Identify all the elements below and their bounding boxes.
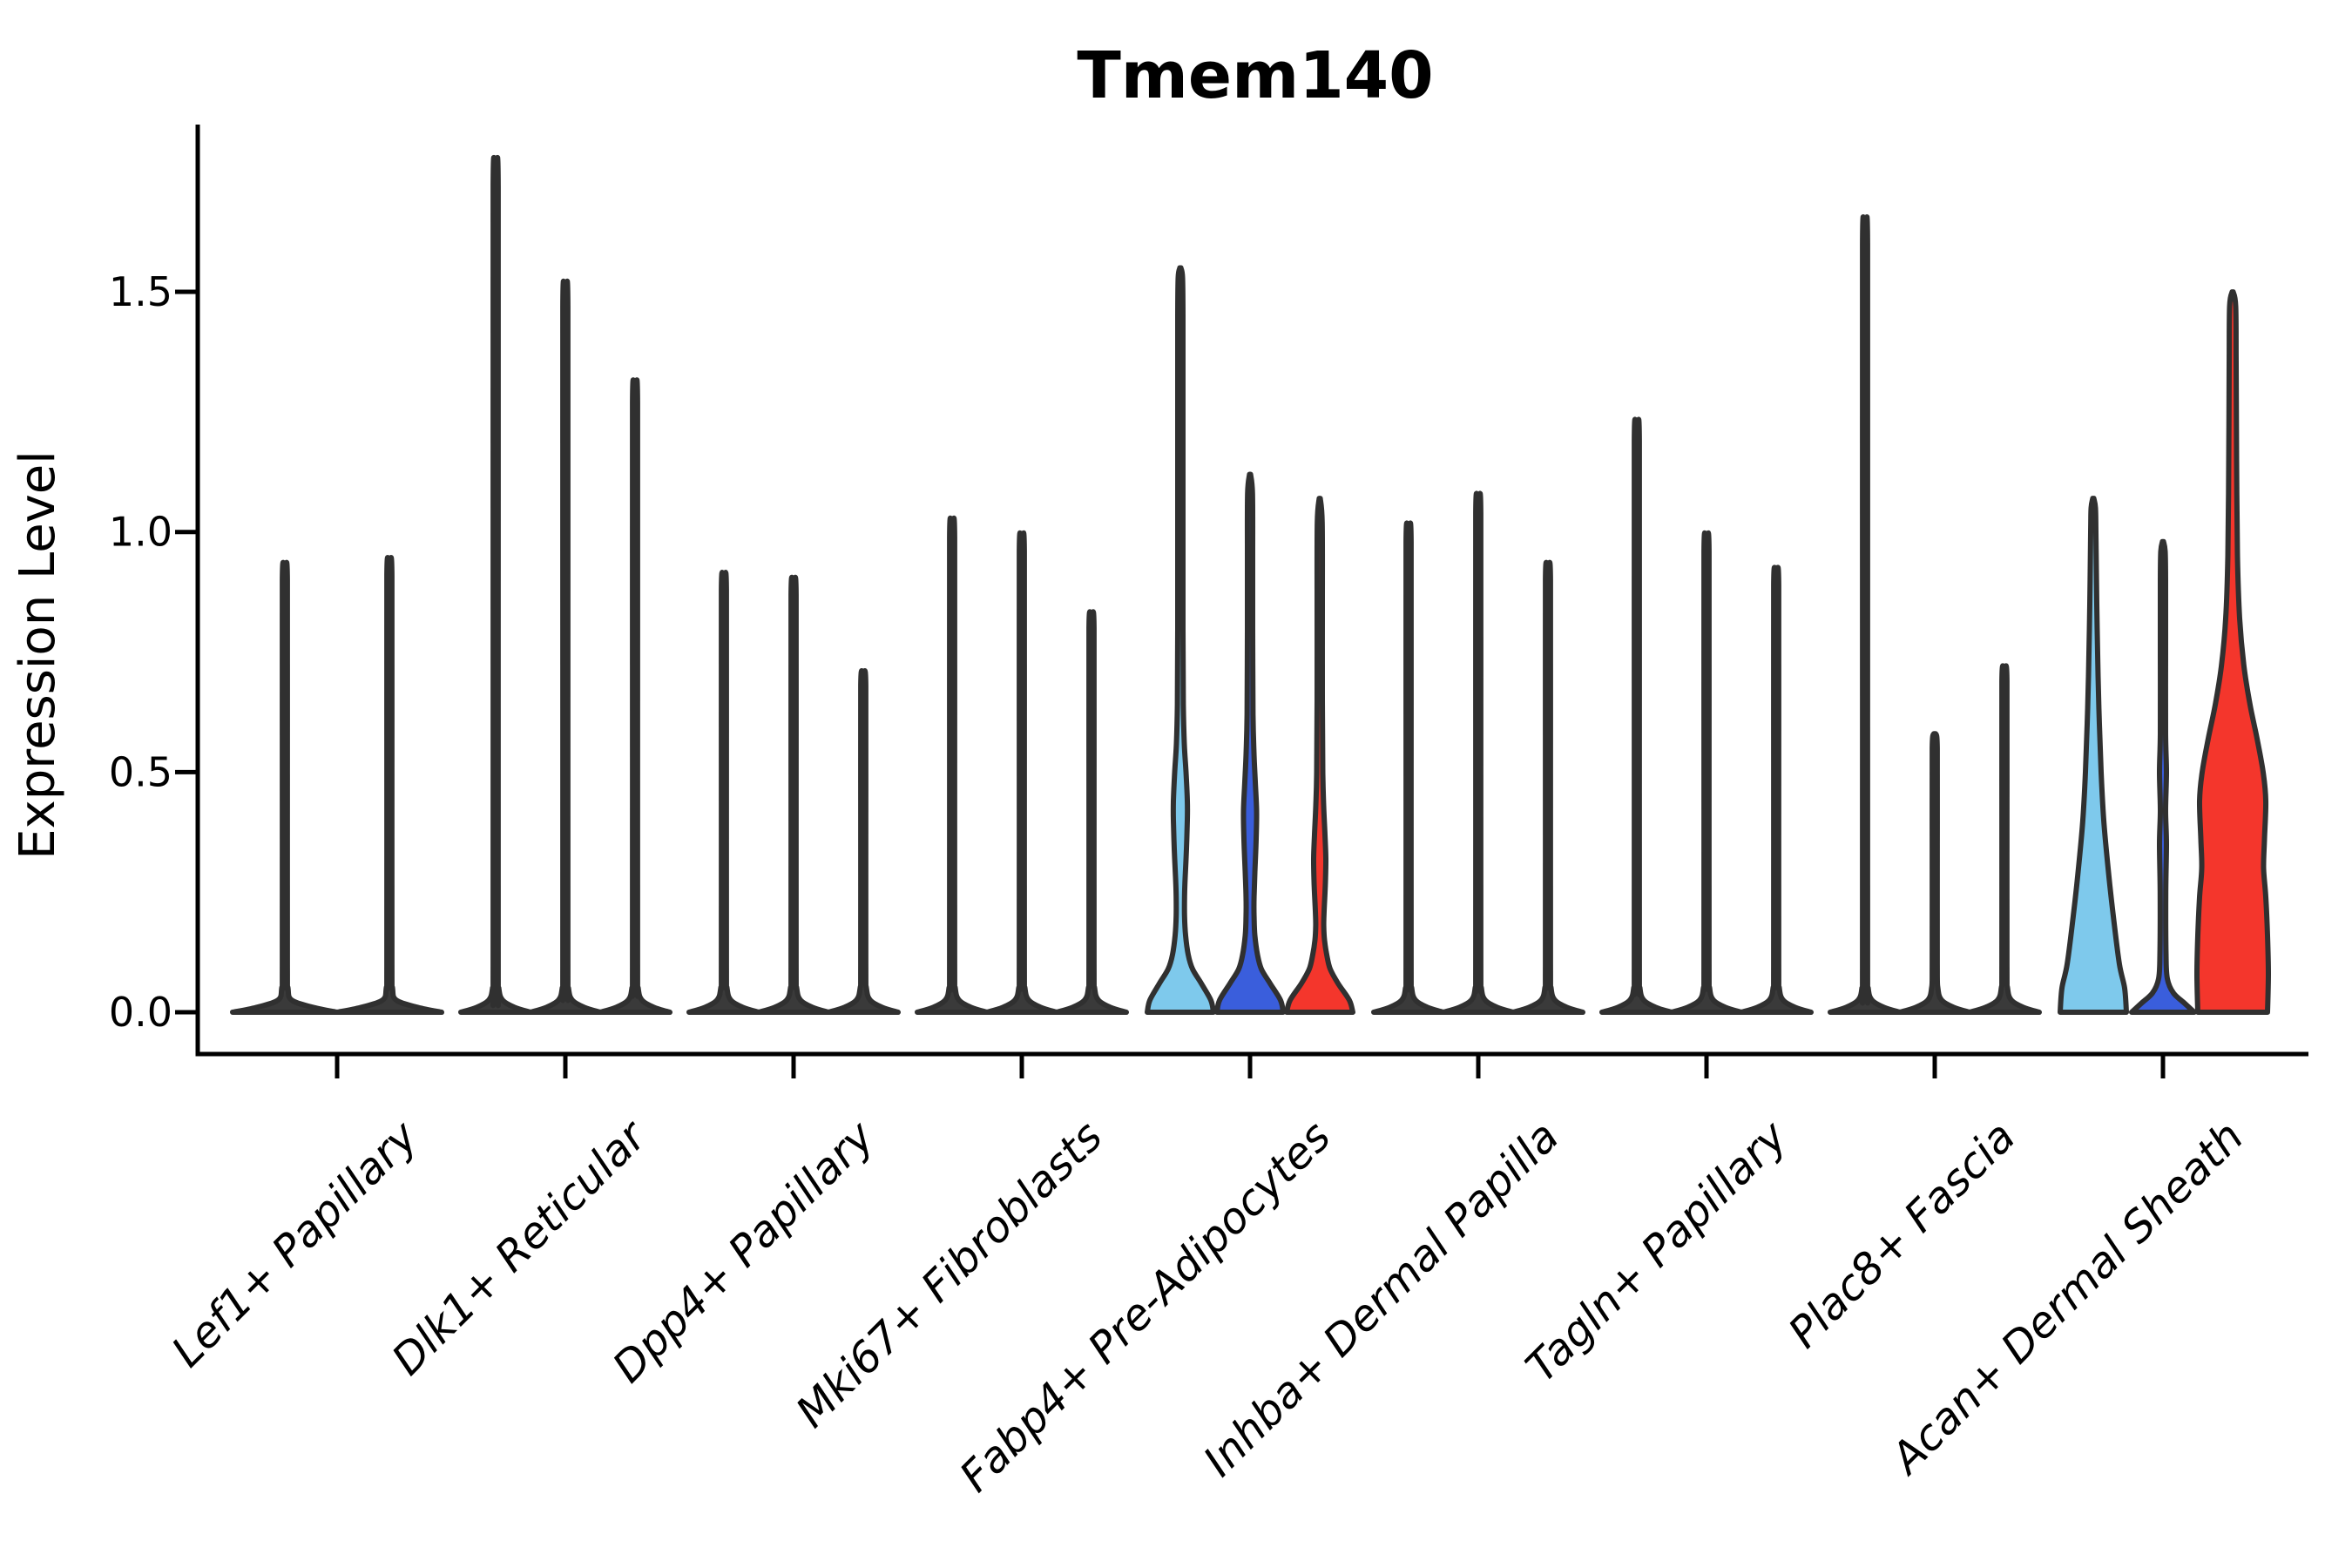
- y-tick-label: 0.0: [109, 989, 172, 1036]
- violin-spike: [335, 555, 444, 1015]
- y-axis-label: Expression Level: [10, 450, 66, 860]
- violin-group: [230, 555, 444, 1015]
- violin-group: [1371, 490, 1585, 1015]
- violin-group: [686, 570, 901, 1015]
- violin-group: [1599, 416, 1814, 1015]
- violin-spike: [686, 570, 761, 1015]
- violin-spike: [1599, 416, 1674, 1015]
- violin-body: [1145, 265, 1216, 1015]
- y-tick-label: 0.5: [109, 748, 172, 795]
- violin-body: [2058, 496, 2129, 1015]
- violin-group: [1145, 265, 1355, 1015]
- violin-spike: [598, 377, 672, 1015]
- violin-group: [2058, 289, 2271, 1015]
- violin-group: [458, 155, 672, 1015]
- y-tick-label: 1.0: [109, 509, 172, 556]
- chart-title: Tmem140: [1077, 38, 1433, 113]
- violin-group: [1828, 214, 2042, 1015]
- violin-spike: [1967, 663, 2042, 1015]
- violin-spike: [984, 530, 1059, 1015]
- violin-spike: [1511, 559, 1585, 1015]
- violin-spike: [1828, 214, 1903, 1015]
- violin-spike: [1669, 530, 1744, 1015]
- violin-spike: [826, 668, 901, 1015]
- violin-spike: [528, 278, 603, 1015]
- violin-spike: [1897, 731, 1972, 1015]
- violin-group: [915, 515, 1129, 1015]
- violin-spike: [458, 155, 533, 1015]
- violin-spike: [1371, 520, 1446, 1015]
- violin-body: [1284, 496, 1355, 1015]
- violin-spike: [1054, 609, 1129, 1015]
- violin-spike: [1441, 490, 1516, 1015]
- violin-spike: [915, 515, 990, 1015]
- violin-spike: [756, 574, 831, 1015]
- violin-spike: [1739, 564, 1814, 1015]
- violin-spike: [230, 559, 340, 1015]
- violin-body: [1214, 471, 1286, 1015]
- violin-body: [2129, 538, 2197, 1015]
- violin-body: [2194, 289, 2271, 1015]
- y-tick-label: 1.5: [109, 268, 172, 315]
